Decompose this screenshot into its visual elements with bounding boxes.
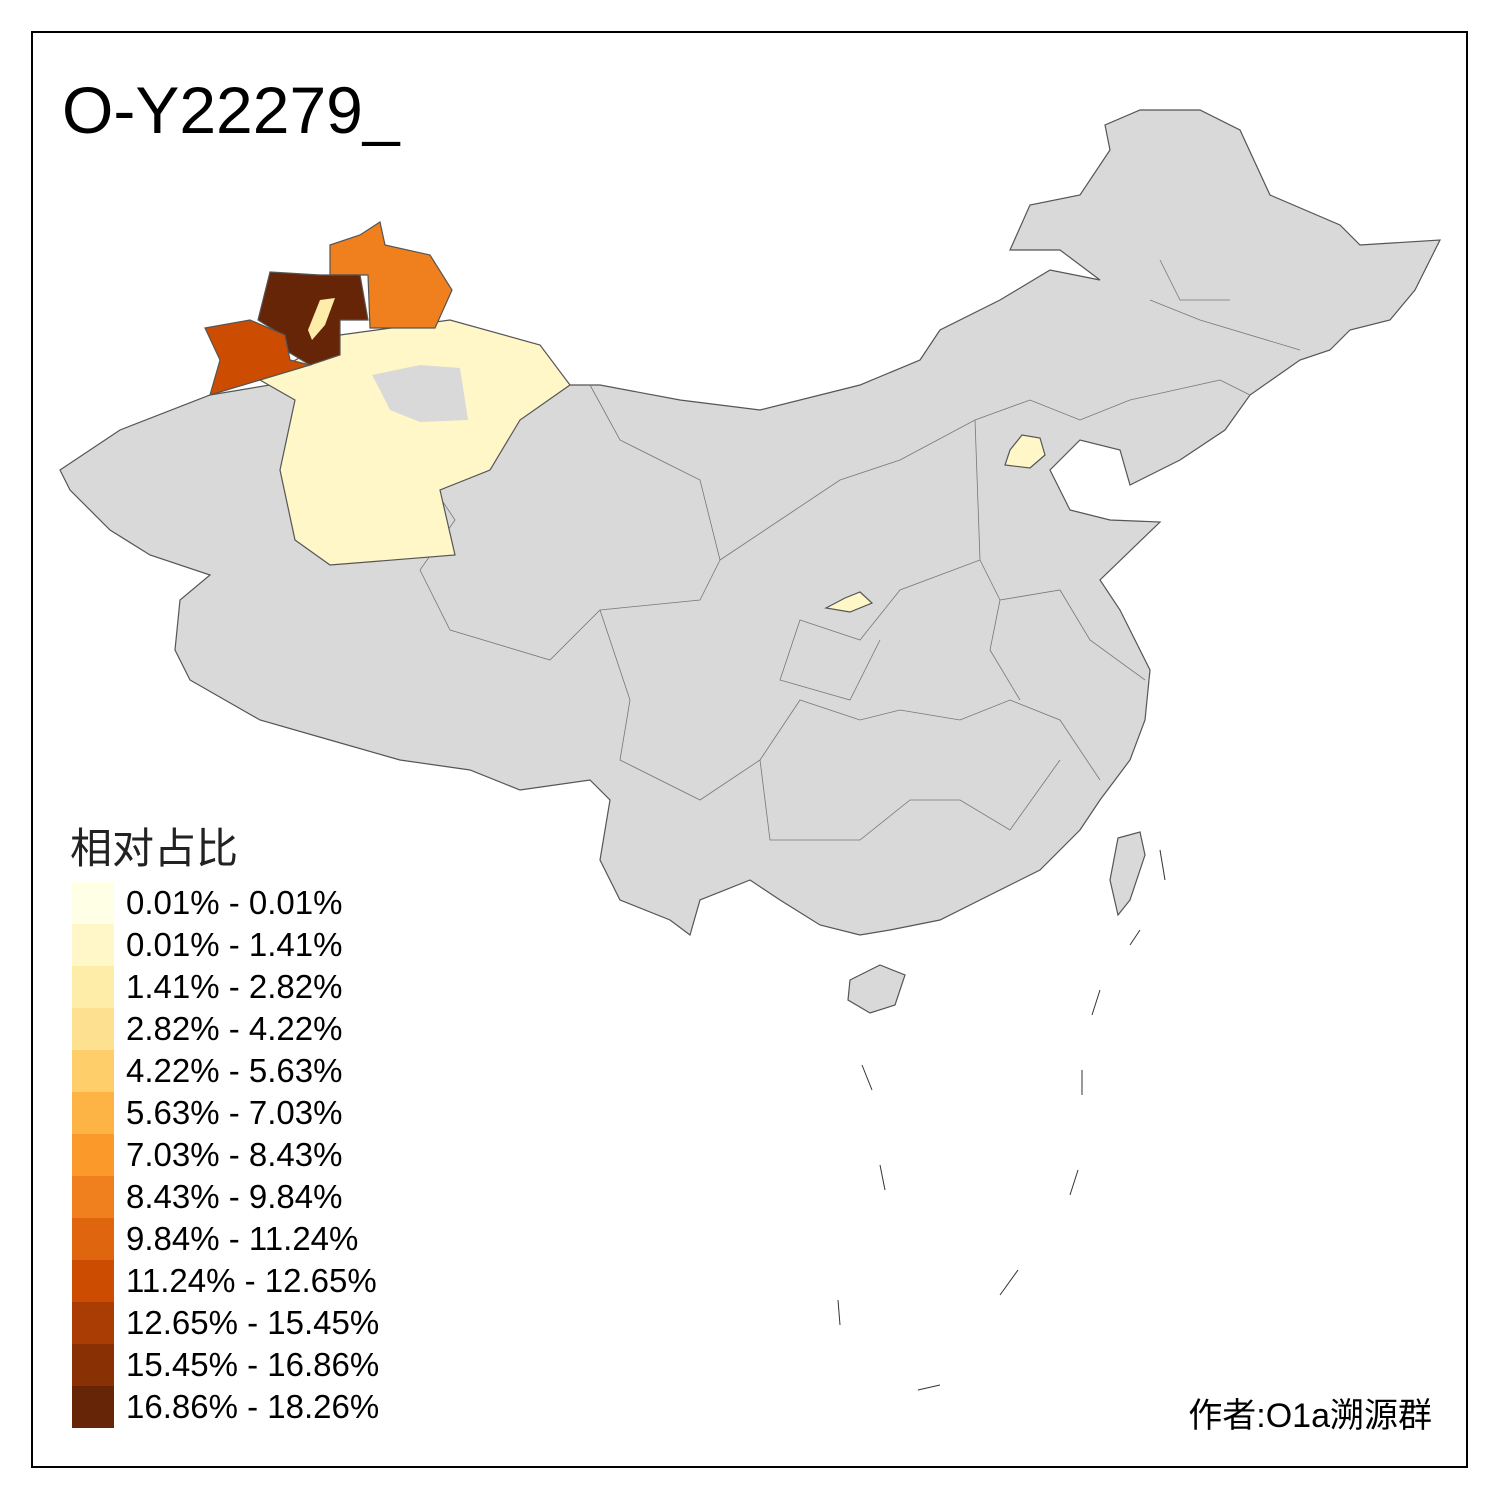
legend-label: 11.24% - 12.65% — [126, 1262, 377, 1299]
legend-label: 0.01% - 1.41% — [126, 926, 343, 963]
legend-swatch — [72, 1134, 114, 1176]
legend-label: 5.63% - 7.03% — [126, 1094, 343, 1131]
legend-swatch — [72, 1008, 114, 1050]
legend-title: 相对占比 — [70, 825, 239, 872]
legend-swatch — [72, 1302, 114, 1344]
legend-item: 5.63% - 7.03% — [72, 1092, 379, 1134]
legend-label: 0.01% - 0.01% — [126, 884, 343, 921]
legend-swatch — [72, 1386, 114, 1428]
province-border — [599, 609, 1101, 801]
legend-item: 0.01% - 1.41% — [72, 924, 379, 966]
region-xinjiang-ili — [204, 319, 313, 396]
legend-swatch — [72, 1344, 114, 1386]
legend-swatch — [72, 1260, 114, 1302]
map-frame — [31, 31, 1468, 1468]
legend-item: 7.03% - 8.43% — [72, 1134, 379, 1176]
legend-item: 1.41% - 2.82% — [72, 966, 379, 1008]
legend: 0.01% - 0.01% 0.01% - 1.41% 1.41% - 2.82… — [72, 882, 379, 1428]
china-mainland — [59, 109, 1442, 937]
legend-item: 11.24% - 12.65% — [72, 1260, 379, 1302]
legend-item: 16.86% - 18.26% — [72, 1386, 379, 1428]
taiwan — [1109, 831, 1146, 917]
legend-label: 9.84% - 11.24% — [126, 1220, 359, 1257]
legend-item: 8.43% - 9.84% — [72, 1176, 379, 1218]
region-beijing — [1004, 434, 1046, 469]
region-xinjiang-east — [258, 319, 571, 566]
legend-swatch — [72, 1050, 114, 1092]
province-border — [419, 384, 721, 661]
author-credit: 作者:O1a溯源群 — [1188, 1397, 1432, 1435]
legend-item: 15.45% - 16.86% — [72, 1344, 379, 1386]
legend-label: 2.82% - 4.22% — [126, 1010, 343, 1047]
legend-label: 15.45% - 16.86% — [126, 1346, 380, 1383]
hainan — [847, 964, 906, 1014]
south-sea-dashes — [837, 849, 1166, 1391]
province-border — [759, 559, 1146, 841]
legend-label: 4.22% - 5.63% — [126, 1052, 343, 1089]
legend-swatch — [72, 1218, 114, 1260]
legend-label: 16.86% - 18.26% — [126, 1388, 380, 1425]
map-title: O-Y22279_ — [62, 73, 400, 147]
legend-label: 7.03% - 8.43% — [126, 1136, 343, 1173]
legend-label: 8.43% - 9.84% — [126, 1178, 343, 1215]
legend-swatch — [72, 882, 114, 924]
legend-swatch — [72, 924, 114, 966]
legend-label: 1.41% - 2.82% — [126, 968, 343, 1005]
legend-label: 12.65% - 15.45% — [126, 1304, 380, 1341]
legend-swatch — [72, 1092, 114, 1134]
region-small-light — [308, 298, 335, 340]
legend-swatch — [72, 966, 114, 1008]
legend-item: 4.22% - 5.63% — [72, 1050, 379, 1092]
region-shaanxi-spot — [824, 591, 874, 613]
legend-item: 0.01% - 0.01% — [72, 882, 379, 924]
legend-item: 12.65% - 15.45% — [72, 1302, 379, 1344]
legend-swatch — [72, 1176, 114, 1218]
province-border — [974, 259, 1301, 421]
basin-gray — [372, 365, 468, 422]
province-border — [719, 419, 981, 701]
legend-item: 9.84% - 11.24% — [72, 1218, 379, 1260]
legend-item: 2.82% - 4.22% — [72, 1008, 379, 1050]
